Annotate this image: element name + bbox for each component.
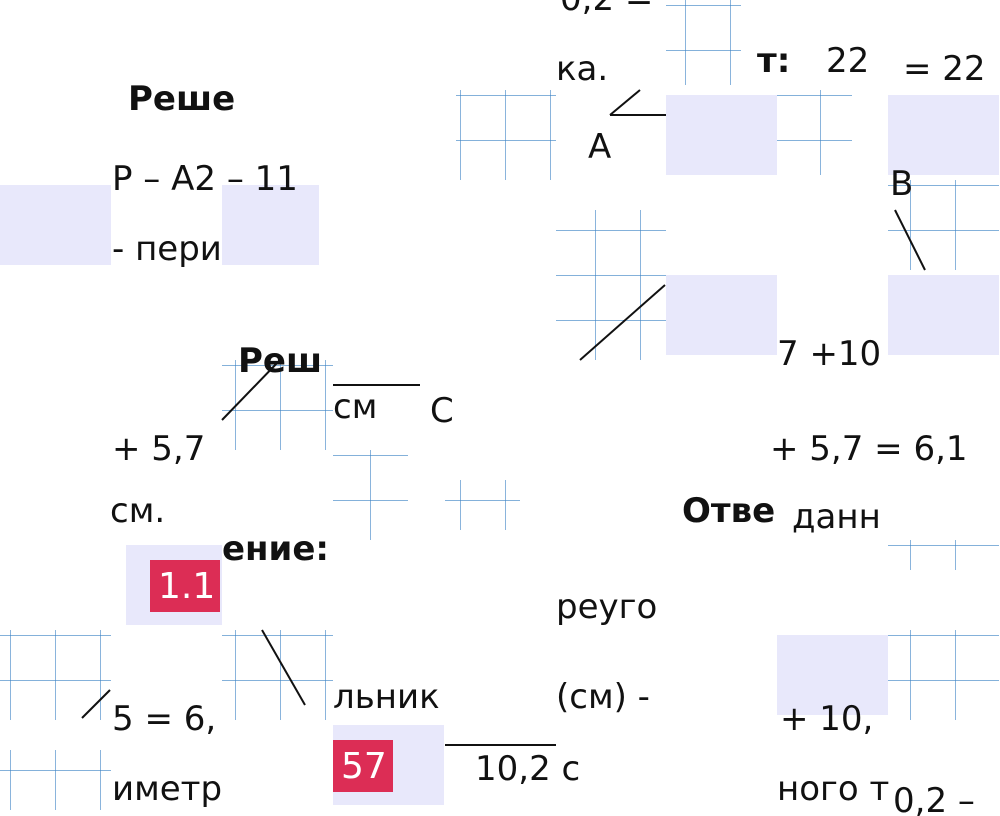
text-fragment: 10,2 с: [475, 749, 580, 789]
text-fragment: P – A2 – 11: [112, 159, 298, 199]
text-fragment: льник: [333, 677, 440, 717]
text-fragment: 22: [826, 41, 869, 81]
text-fragment: + 5,7: [112, 429, 205, 469]
text-fragment: Отве: [682, 491, 775, 531]
text-fragment: Реше: [128, 79, 235, 119]
text-fragment: данн: [792, 497, 881, 537]
text-fragment: = 22: [903, 49, 986, 89]
text-fragment: + 5,7 = 6,1: [770, 429, 968, 469]
text-fragment: ка.: [556, 49, 608, 89]
badge-label: 1.1: [158, 566, 215, 607]
badge-label: 57: [341, 746, 387, 787]
badge: [333, 740, 393, 792]
badge: [150, 560, 220, 612]
text-fragment: - пери: [112, 229, 222, 269]
text-fragment: (см) -: [556, 677, 650, 717]
text-fragment: т:: [757, 41, 790, 81]
text-fragment: 5 = 6,: [112, 699, 216, 739]
text-fragment: иметр: [112, 769, 222, 809]
text-fragment: C: [430, 391, 454, 431]
text-fragment: ного т: [777, 769, 889, 809]
text-fragment: A: [588, 127, 611, 167]
text-fragment: 0,2 –: [893, 781, 975, 816]
text-fragment: ение:: [222, 529, 329, 569]
text-fragment: 0,2 =: [560, 0, 653, 19]
text-fragment: Реш: [238, 341, 322, 381]
text-fragment: см.: [110, 491, 165, 531]
figure-lines: [81, 89, 926, 746]
text-fragment: B: [890, 164, 913, 204]
text-fragment: реуго: [556, 587, 657, 627]
text-fragment: 7 +10: [777, 334, 881, 374]
text-fragment: см: [333, 387, 377, 427]
text-fragment: + 10,: [780, 699, 873, 739]
